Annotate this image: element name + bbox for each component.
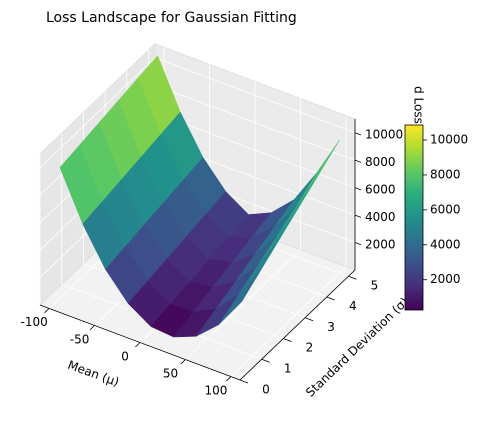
x-tick [180, 359, 186, 365]
z-tick [354, 214, 362, 218]
y-tick [348, 275, 357, 280]
z-tick-label: 2000 [365, 237, 396, 251]
grid-line [154, 84, 356, 161]
y-tick-label: 1 [284, 361, 292, 375]
x-tick [44, 308, 50, 314]
grid-line [154, 112, 356, 189]
x-tick-label: 50 [163, 366, 178, 380]
colorbar-tick-label: 2000 [430, 272, 461, 286]
colorbar-axis: 2000 4000 6000 8000 10000 [404, 124, 468, 311]
x-tick [89, 325, 95, 331]
z-tick-label: 4000 [365, 210, 396, 224]
y-tick-label: 4 [349, 299, 357, 313]
y-tick [261, 358, 270, 363]
z-tick-label: 10000 [365, 127, 403, 141]
colorbar-tick-label: 10000 [430, 133, 468, 147]
x-tick-label: 100 [205, 383, 228, 397]
x-tick [226, 376, 232, 382]
y-axis-label: Standard Deviation (σ) [303, 295, 411, 400]
surface-patch [218, 269, 262, 325]
y-tick-label: 2 [306, 341, 314, 355]
z-tick [354, 159, 362, 163]
grid-line [230, 266, 347, 377]
z-tick [354, 132, 362, 136]
colorbar-tick-label: 4000 [430, 237, 461, 251]
grid-line [185, 249, 301, 360]
colorbar-frame [404, 124, 424, 311]
x-tick-label: 0 [121, 349, 129, 363]
chart-title: Loss Landscape for Gaussian Fitting [46, 10, 297, 26]
y-tick [283, 338, 292, 342]
x-axis [39, 304, 241, 381]
y-tick [239, 379, 249, 384]
colorbar [405, 125, 423, 310]
y-tick [326, 296, 335, 301]
colorbar-tick-label: 8000 [430, 167, 461, 181]
y-tick-label: 0 [262, 382, 270, 396]
y-tick-label: 5 [371, 278, 379, 292]
z-tick [354, 242, 362, 246]
x-tick [135, 342, 141, 348]
grid-line [39, 57, 156, 169]
y-tick-label: 3 [327, 320, 335, 334]
colorbar-tick-label: 6000 [430, 202, 461, 216]
x-axis-label: Mean (μ) [66, 358, 121, 389]
x-tick-label: -100 [21, 315, 48, 329]
z-tick [354, 187, 362, 191]
y-tick [304, 317, 314, 322]
y-axis [239, 269, 356, 381]
x-tick-label: -50 [70, 332, 90, 346]
z-tick-label: 6000 [365, 182, 396, 196]
z-axis-label: d Loss [412, 86, 426, 124]
grid-line [154, 57, 356, 134]
z-tick-label: 8000 [365, 155, 396, 169]
